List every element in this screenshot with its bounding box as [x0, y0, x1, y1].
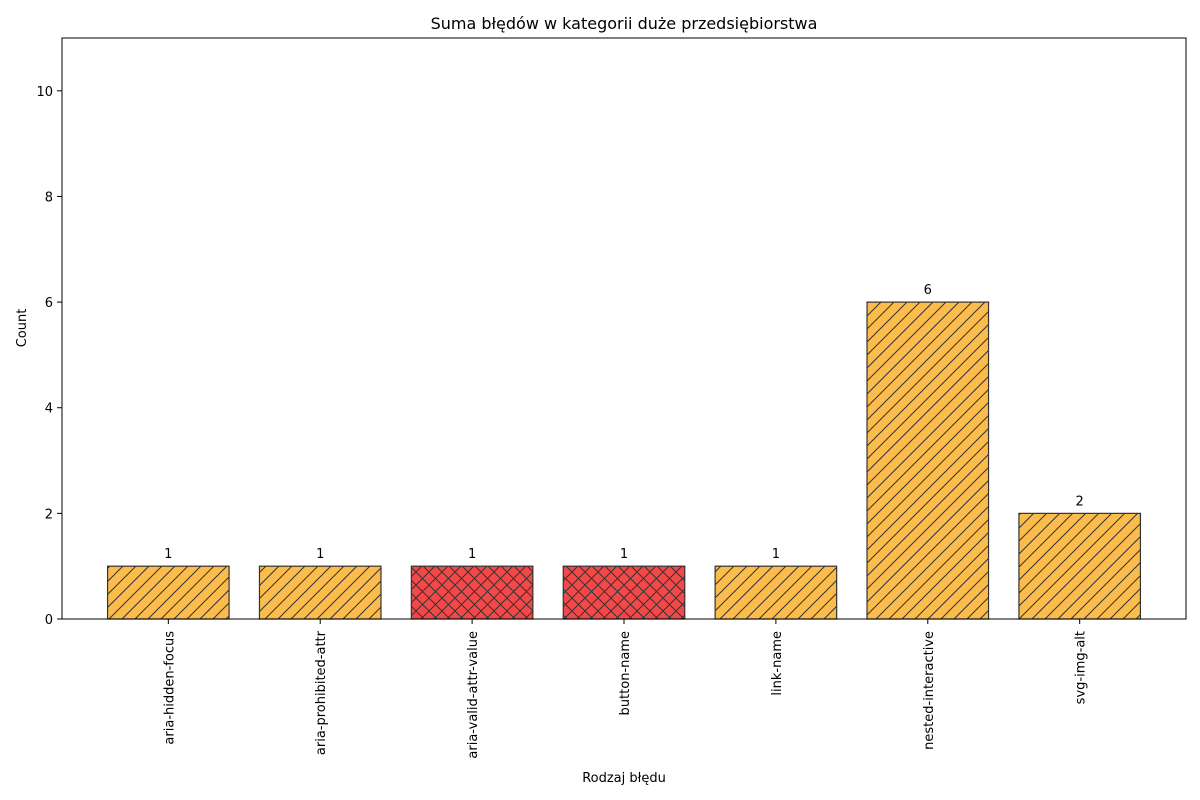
bar-hatch-button-name: [562, 565, 686, 620]
x-tick-label-nested-interactive: nested-interactive: [922, 631, 937, 750]
y-tick-label: 4: [45, 402, 53, 417]
bar-hatch-aria-prohibited-attr: [258, 565, 382, 620]
data-label-button-name: 1: [620, 547, 628, 562]
chart-title: Suma błędów w kategorii duże przedsiębio…: [431, 14, 818, 33]
plot-area-frame: [61, 37, 1187, 620]
x-axis-label: Rodzaj błędu: [582, 771, 666, 786]
x-tick-label-aria-valid-attr-value: aria-valid-attr-value: [466, 631, 481, 759]
x-tick-label-aria-hidden-focus: aria-hidden-focus: [162, 631, 177, 745]
data-label-nested-interactive: 6: [924, 283, 932, 298]
bars-group: [106, 301, 1142, 620]
bar-hatch-aria-hidden-focus: [106, 565, 230, 620]
bar-hatch-svg-img-alt: [1018, 512, 1142, 620]
y-tick-label: 6: [45, 296, 53, 311]
x-tick-label-button-name: button-name: [618, 631, 633, 715]
y-tick-label: 0: [45, 613, 53, 628]
bar-hatch-nested-interactive: [866, 301, 990, 620]
y-tick-label: 10: [36, 85, 53, 100]
data-label-aria-hidden-focus: 1: [164, 547, 172, 562]
x-tick-label-link-name: link-name: [770, 631, 785, 696]
data-label-aria-prohibited-attr: 1: [316, 547, 324, 562]
y-tick-label: 2: [45, 507, 53, 522]
data-label-link-name: 1: [772, 547, 780, 562]
y-tick-label: 8: [45, 190, 53, 205]
x-tick-label-aria-prohibited-attr: aria-prohibited-attr: [314, 630, 329, 755]
y-axis-label: Count: [15, 309, 30, 348]
bar-hatch-aria-valid-attr-value: [410, 565, 534, 620]
x-tick-label-svg-img-alt: svg-img-alt: [1074, 631, 1089, 704]
y-axis-ticks: 0 2 4 6 8 10: [36, 85, 62, 628]
x-axis-ticks: aria-hidden-focus aria-prohibited-attr ari…: [162, 619, 1089, 759]
bar-hatch-link-name: [714, 565, 838, 620]
data-label-svg-img-alt: 2: [1076, 494, 1084, 509]
data-labels-group: 1 1 1 1 1 6 2: [164, 283, 1084, 562]
data-label-aria-valid-attr-value: 1: [468, 547, 476, 562]
